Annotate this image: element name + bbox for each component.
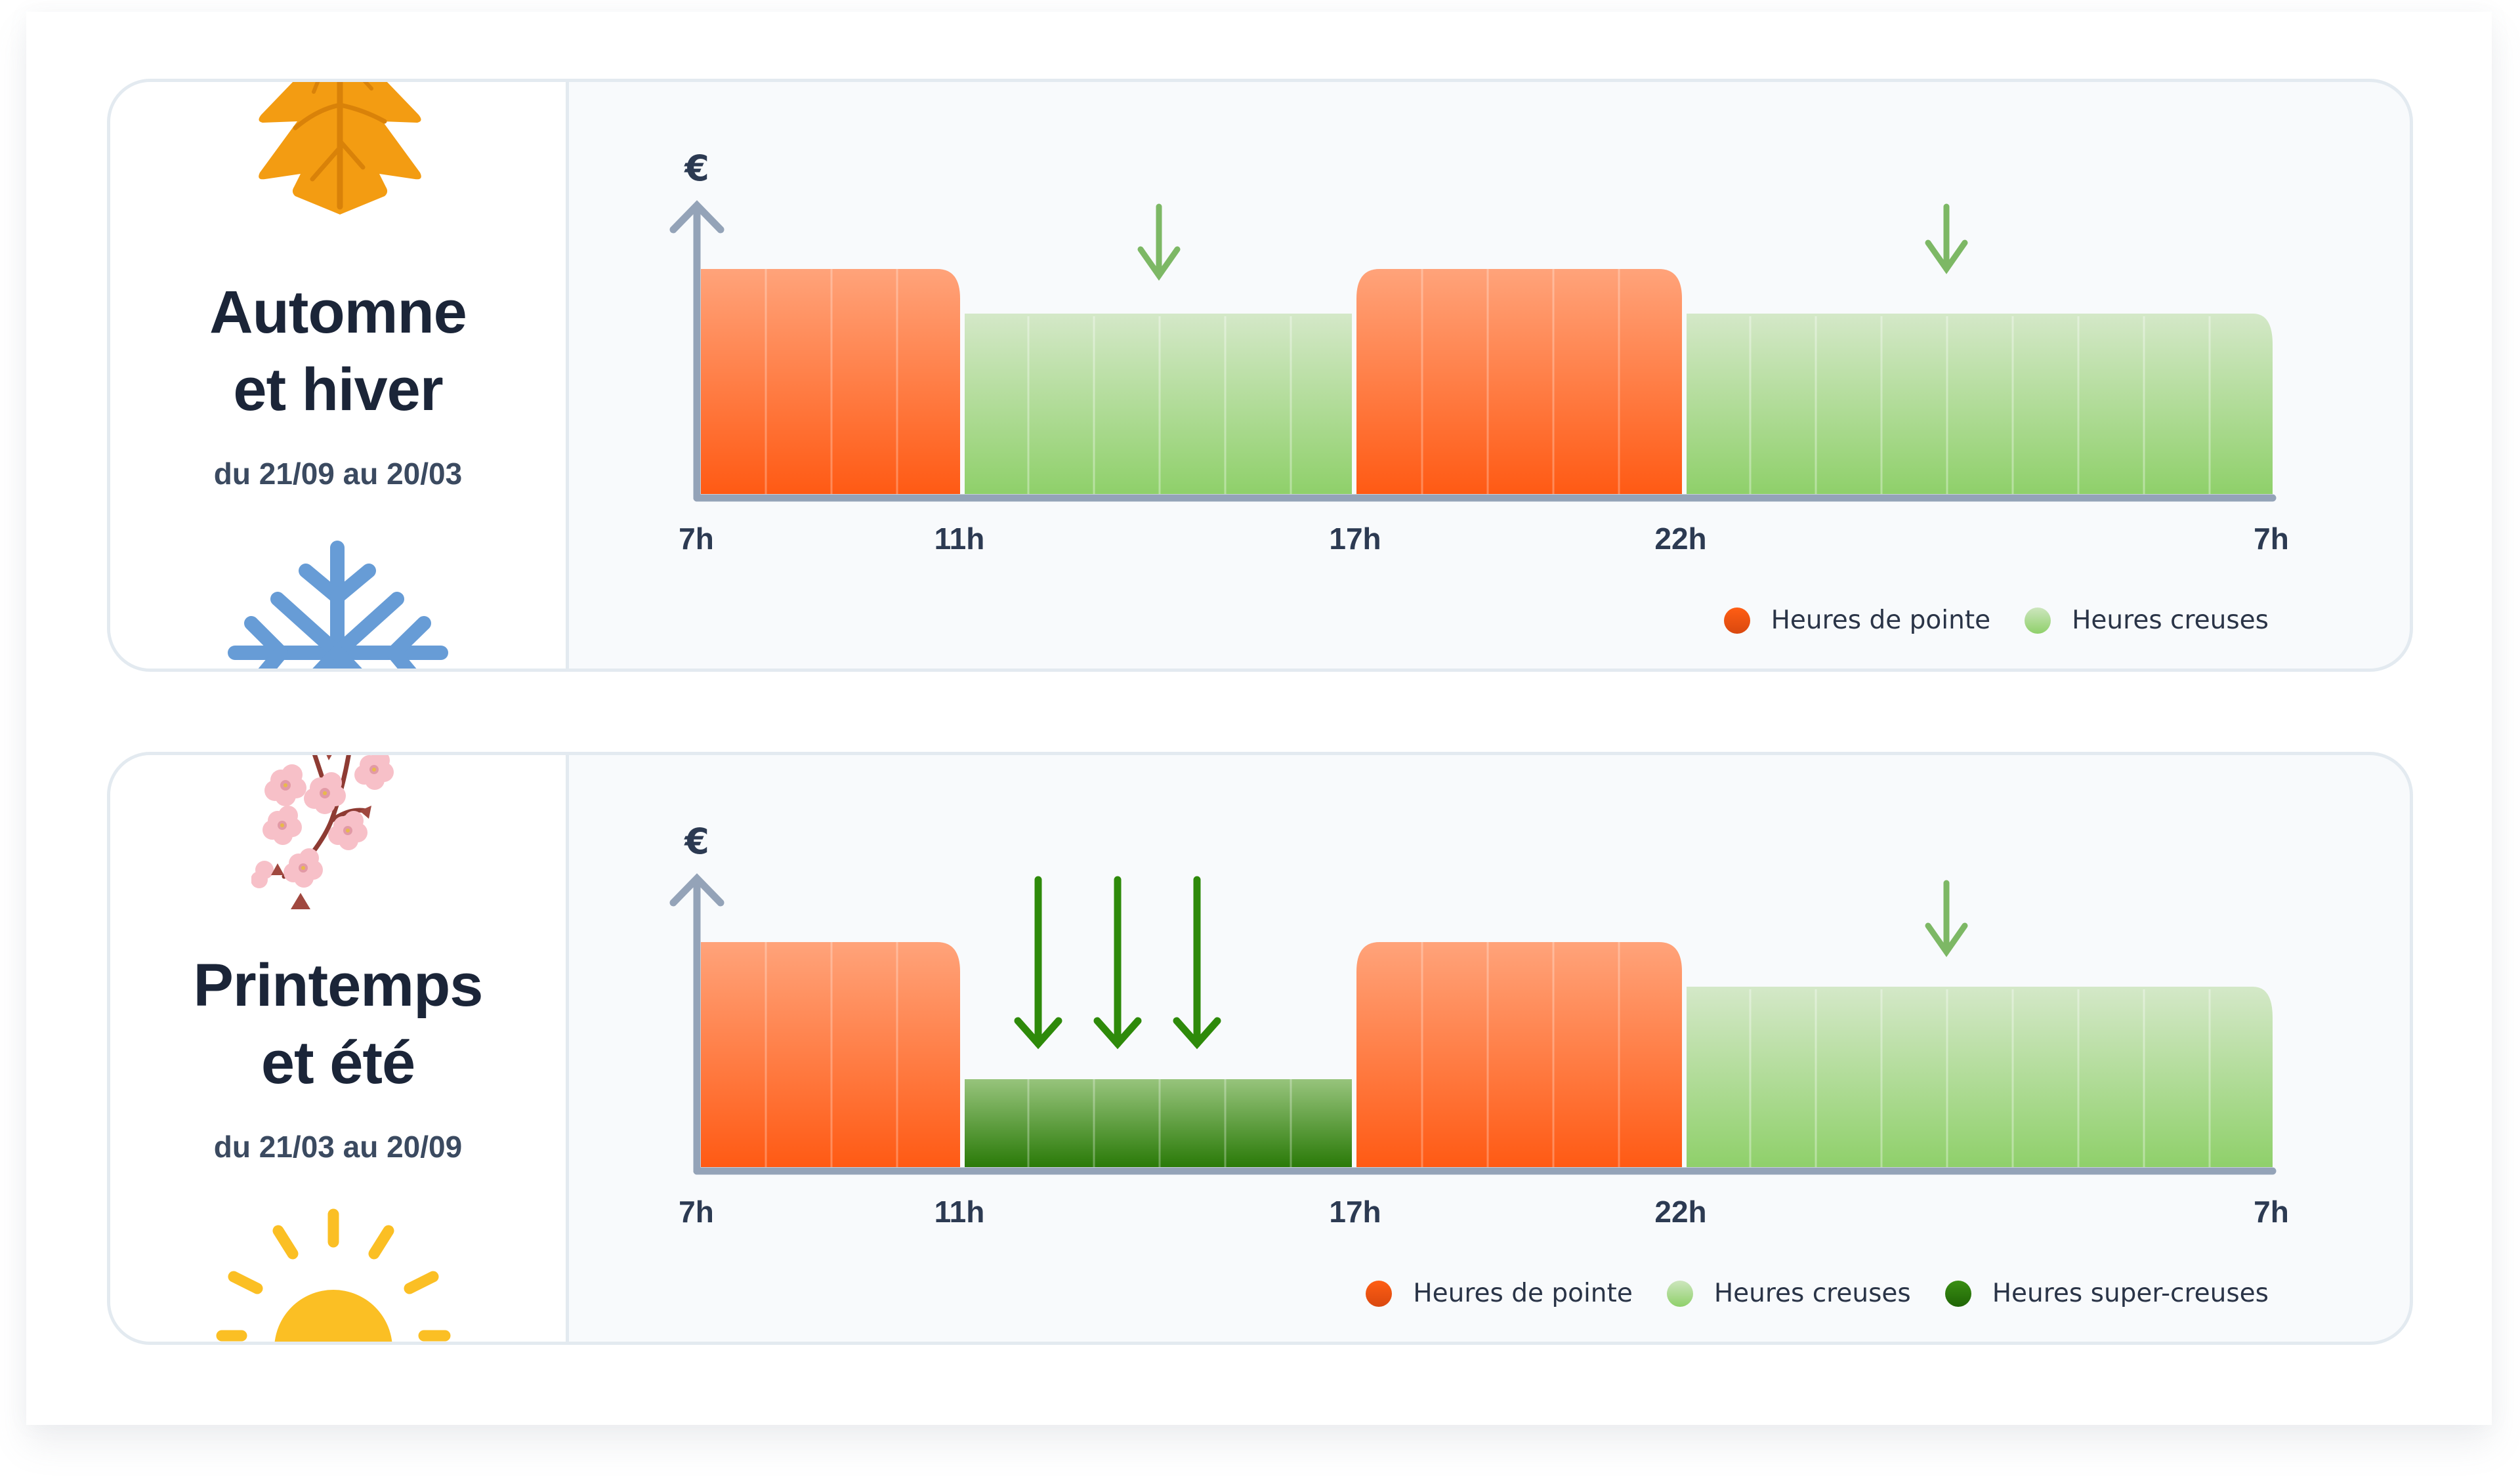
chart-legend: Heures de pointe Heures creuses Heures s… — [1332, 1279, 2269, 1308]
season-info-panel: Printemps et été du 21/03 au 20/09 — [110, 755, 569, 1342]
down-arrow-icon — [1925, 880, 1968, 957]
x-tick-22h: 22h — [1654, 1195, 1706, 1229]
season-title-line2: et été — [261, 1029, 415, 1096]
legend-item-offpeak: Heures creuses — [1666, 1279, 1911, 1308]
down-arrow-icon — [1093, 876, 1142, 1050]
season-info-panel: Automne et hiver du 21/09 au 20/03 — [110, 82, 569, 669]
x-tick-7h: 7h — [679, 522, 714, 556]
bar-peak-7h-11h — [701, 269, 960, 494]
superoffpeak-dot-icon — [1944, 1280, 1971, 1307]
down-arrow-icon — [1014, 876, 1062, 1050]
season-title-line1: Printemps — [193, 952, 484, 1019]
legend-item-peak: Heures de pointe — [1366, 1279, 1633, 1308]
season-title-line1: Automne — [209, 279, 467, 346]
peak-dot-icon — [1366, 1280, 1393, 1307]
legend-item-offpeak: Heures creuses — [2025, 606, 2269, 635]
blossom-flowers — [251, 755, 394, 909]
y-axis-euro-label: € — [683, 148, 709, 189]
down-arrow-icon — [1137, 203, 1181, 281]
peak-dot-icon — [1723, 607, 1750, 634]
season-card-spring-summer: Printemps et été du 21/03 au 20/09 — [107, 752, 2413, 1345]
x-tick-7h-end: 7h — [2254, 1195, 2289, 1229]
legend-item-superoffpeak: Heures super-creuses — [1944, 1279, 2269, 1308]
legend-label: Heures creuses — [2072, 606, 2269, 635]
snowflake-icon — [228, 541, 448, 669]
sun-icon — [216, 1208, 451, 1342]
tariff-chart-autumn-winter: € 7h 11h 17h 22h 7h — [669, 148, 2289, 556]
cherry-blossom-icon — [251, 755, 394, 909]
season-dates: du 21/03 au 20/09 — [213, 1130, 463, 1164]
chart-axes — [669, 200, 2277, 502]
x-tick-17h: 17h — [1329, 522, 1381, 556]
season-card-autumn-winter: Automne et hiver du 21/09 au 20/03 — [107, 79, 2413, 672]
offpeak-dot-icon — [1666, 1280, 1693, 1307]
chart-axes — [669, 873, 2277, 1175]
x-tick-7h: 7h — [679, 1195, 714, 1229]
bar-superoffpeak-11h-17h — [965, 1079, 1352, 1167]
season-dates: du 21/09 au 20/03 — [213, 457, 463, 491]
bar-offpeak-22h-7h — [1687, 314, 2273, 494]
down-arrow-icon — [1173, 876, 1221, 1050]
bar-peak-17h-22h — [1356, 269, 1682, 494]
offpeak-dot-icon — [2025, 607, 2051, 634]
tariff-chart-spring-summer: € 7h 11h 17h 22h 7h — [669, 821, 2289, 1229]
legend-label: Heures de pointe — [1771, 606, 1991, 635]
bar-peak-7h-11h — [701, 942, 960, 1167]
y-axis-euro-label: € — [683, 821, 709, 862]
autumn-leaf-icon — [259, 82, 421, 215]
legend-item-peak: Heures de pointe — [1723, 606, 1991, 635]
x-tick-11h: 11h — [934, 522, 985, 556]
down-arrow-icon — [1925, 203, 1968, 274]
legend-label: Heures de pointe — [1413, 1279, 1633, 1308]
legend-label: Heures super-creuses — [1992, 1279, 2269, 1308]
bar-offpeak-11h-17h — [965, 314, 1352, 494]
legend-label: Heures creuses — [1713, 1279, 1911, 1308]
bar-offpeak-22h-7h — [1687, 987, 2273, 1167]
bar-peak-17h-22h — [1356, 942, 1682, 1167]
x-tick-7h-end: 7h — [2254, 522, 2289, 556]
season-title-line2: et hiver — [233, 356, 443, 423]
x-tick-11h: 11h — [934, 1195, 985, 1229]
x-tick-22h: 22h — [1654, 522, 1706, 556]
chart-legend: Heures de pointe Heures creuses — [1690, 606, 2269, 635]
x-tick-17h: 17h — [1329, 1195, 1381, 1229]
